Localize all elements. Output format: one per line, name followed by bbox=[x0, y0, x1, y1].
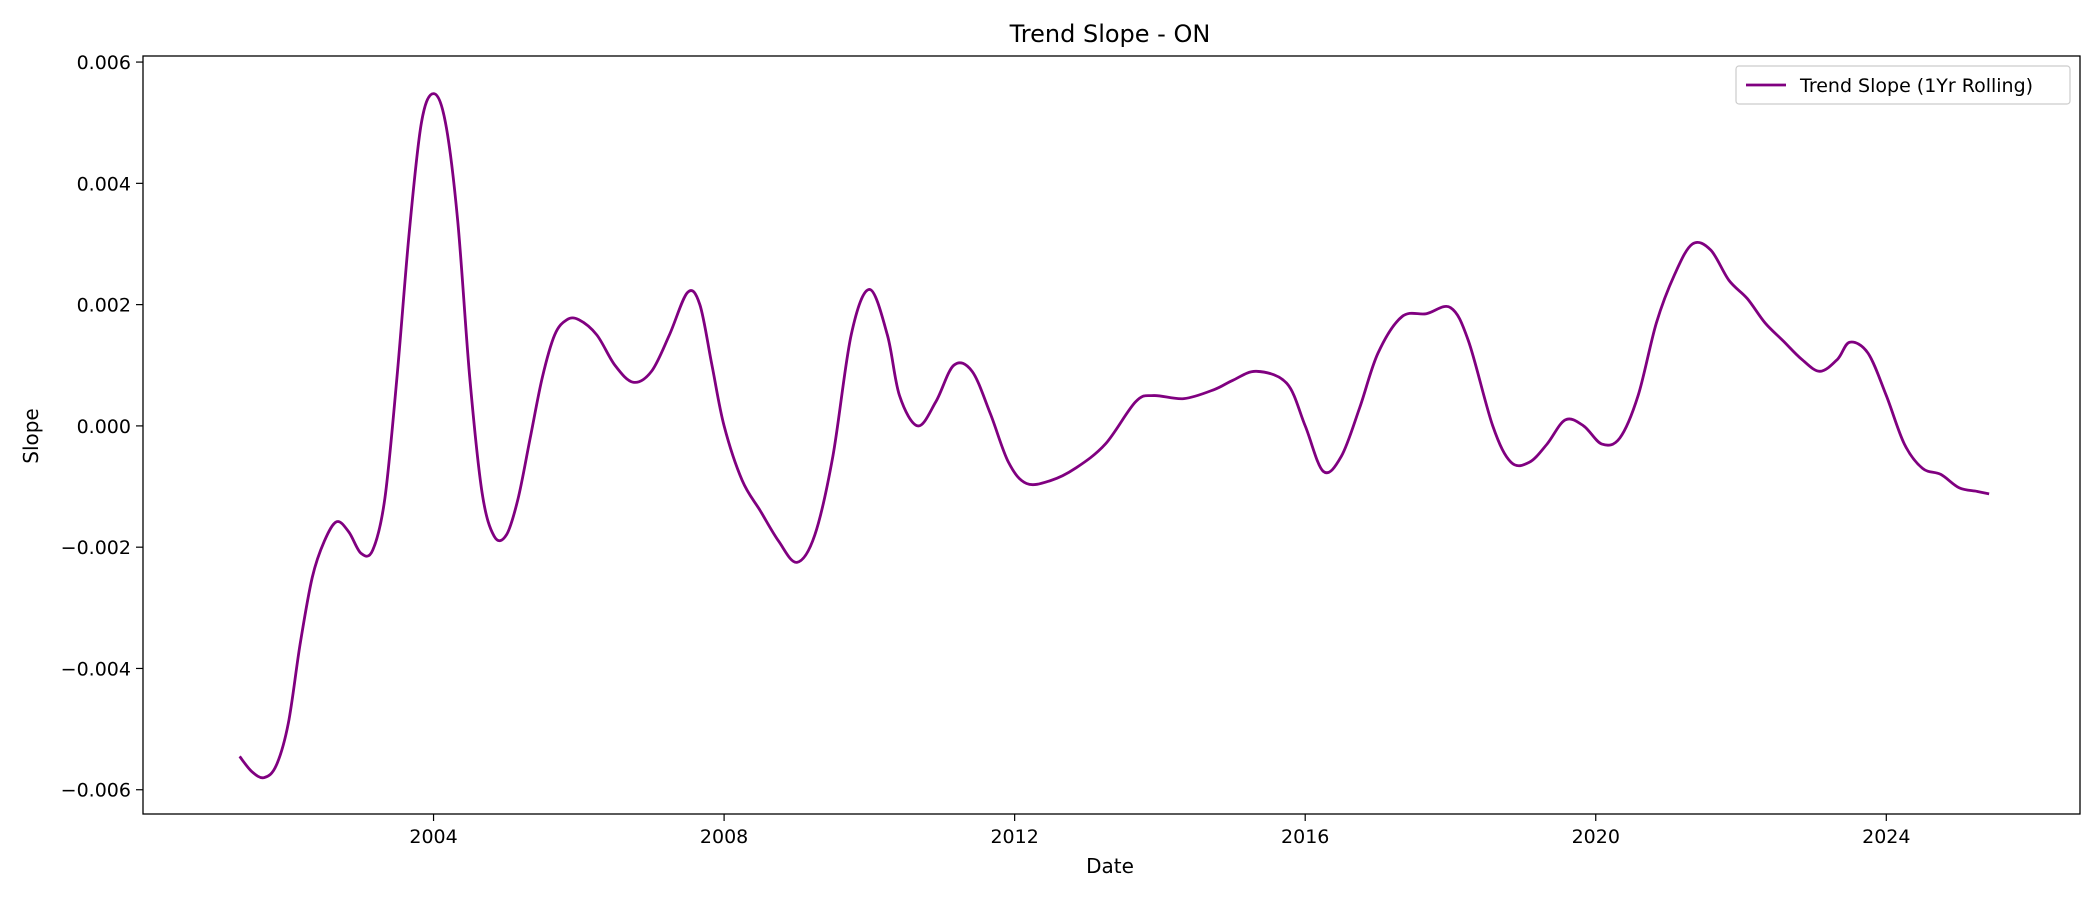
x-axis-label: Date bbox=[1086, 854, 1134, 878]
legend-label: Trend Slope (1Yr Rolling) bbox=[1799, 75, 2033, 97]
y-tick-label: −0.006 bbox=[61, 780, 131, 802]
x-tick-label: 2012 bbox=[990, 826, 1038, 848]
x-tick-label: 2024 bbox=[1862, 826, 1910, 848]
x-axis: 2004 2008 2012 2016 2020 2024 bbox=[409, 814, 1910, 848]
y-tick-label: 0.002 bbox=[77, 295, 131, 317]
x-tick-label: 2004 bbox=[409, 826, 457, 848]
plot-frame bbox=[142, 55, 2081, 815]
y-tick-label: −0.002 bbox=[61, 537, 131, 559]
legend-box bbox=[1735, 65, 2071, 105]
legend: Trend Slope (1Yr Rolling) bbox=[1735, 65, 2071, 105]
y-tick-label: 0.006 bbox=[77, 52, 131, 74]
y-tick-label: 0.000 bbox=[77, 416, 131, 438]
x-tick-label: 2008 bbox=[700, 826, 748, 848]
y-axis-label: Slope bbox=[19, 408, 43, 464]
x-tick-label: 2016 bbox=[1281, 826, 1329, 848]
y-tick-label: 0.004 bbox=[77, 173, 131, 195]
x-tick-label: 2020 bbox=[1572, 826, 1620, 848]
series-line bbox=[238, 92, 1990, 780]
plot-area bbox=[238, 92, 1990, 780]
y-tick-label: −0.004 bbox=[61, 658, 131, 680]
chart-title: Trend Slope - ON bbox=[1009, 20, 1211, 48]
y-axis: −0.006 −0.004 −0.002 0.000 0.002 0.004 0.006 bbox=[61, 52, 143, 802]
